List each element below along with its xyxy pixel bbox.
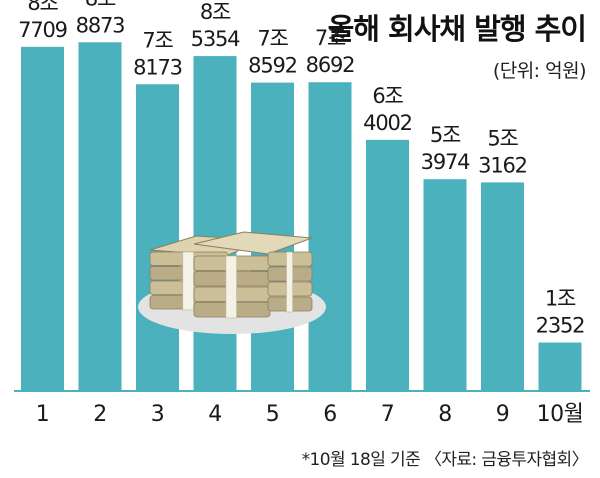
x-tick-label-4: 4 [208, 402, 222, 427]
chart-title: 올해 회사채 발행 추이 [327, 12, 587, 46]
x-tick-group: 1 2 3 4 5 6 7 8 9 10월 [36, 402, 584, 427]
unit-label: (단위: 억원) [492, 60, 587, 82]
x-tick-label-9: 9 [496, 402, 510, 427]
x-tick-label-7: 7 [381, 402, 395, 427]
bar-value-jo-4: 8조 [200, 0, 231, 24]
x-tick-label-10: 10월 [537, 402, 584, 427]
bar-value-eok-1: 7709 [18, 18, 67, 42]
bar-value-eok-9: 3162 [478, 153, 527, 177]
bar-10 [538, 342, 582, 391]
money-stack-icon [138, 231, 326, 334]
bar-1 [21, 46, 64, 391]
bar-value-eok-7: 4002 [363, 111, 412, 135]
bar-value-eok-3: 8173 [133, 55, 182, 79]
bar-3 [136, 84, 179, 391]
bar-7 [366, 139, 409, 391]
bar-6 [308, 82, 352, 392]
bar-value-eok-5: 8592 [248, 54, 297, 78]
x-tick-label-6: 6 [323, 402, 337, 427]
bar-group [21, 42, 582, 392]
bar-value-jo-5: 7조 [257, 27, 288, 51]
value-label-group: 8조 7709 8조 8873 7조 8173 8조 5354 7조 8592 7조 8692 6조 40… [18, 0, 585, 338]
bar-value-eok-2: 8873 [76, 13, 125, 37]
bar-value-jo-1: 8조 [27, 0, 58, 15]
bar-4 [193, 56, 237, 391]
bar-value-jo-2: 8조 [85, 0, 116, 10]
bar-value-jo-9: 5조 [487, 126, 518, 150]
bar-value-jo-10: 1조 [545, 287, 576, 311]
bar-8 [423, 179, 467, 391]
footnote: *10월 18일 기준 〈자료: 금융투자협회〉 [301, 450, 589, 470]
x-tick-label-5: 5 [266, 402, 280, 427]
x-tick-label-8: 8 [438, 402, 452, 427]
bar-value-eok-8: 3974 [421, 150, 470, 174]
bar-value-eok-10: 2352 [536, 314, 585, 338]
bar-value-eok-6: 8692 [306, 53, 355, 77]
bar-2 [78, 42, 122, 391]
x-tick-label-3: 3 [151, 402, 165, 427]
bar-value-jo-6: 7조 [315, 26, 346, 50]
x-tick-label-2: 2 [93, 402, 107, 427]
bar-9 [481, 182, 524, 391]
bar-value-jo-3: 7조 [142, 28, 173, 52]
bar-value-jo-8: 5조 [430, 123, 461, 147]
bar-value-eok-4: 5354 [191, 27, 240, 51]
bar-value-jo-7: 6조 [372, 84, 403, 108]
x-tick-label-1: 1 [36, 402, 50, 427]
